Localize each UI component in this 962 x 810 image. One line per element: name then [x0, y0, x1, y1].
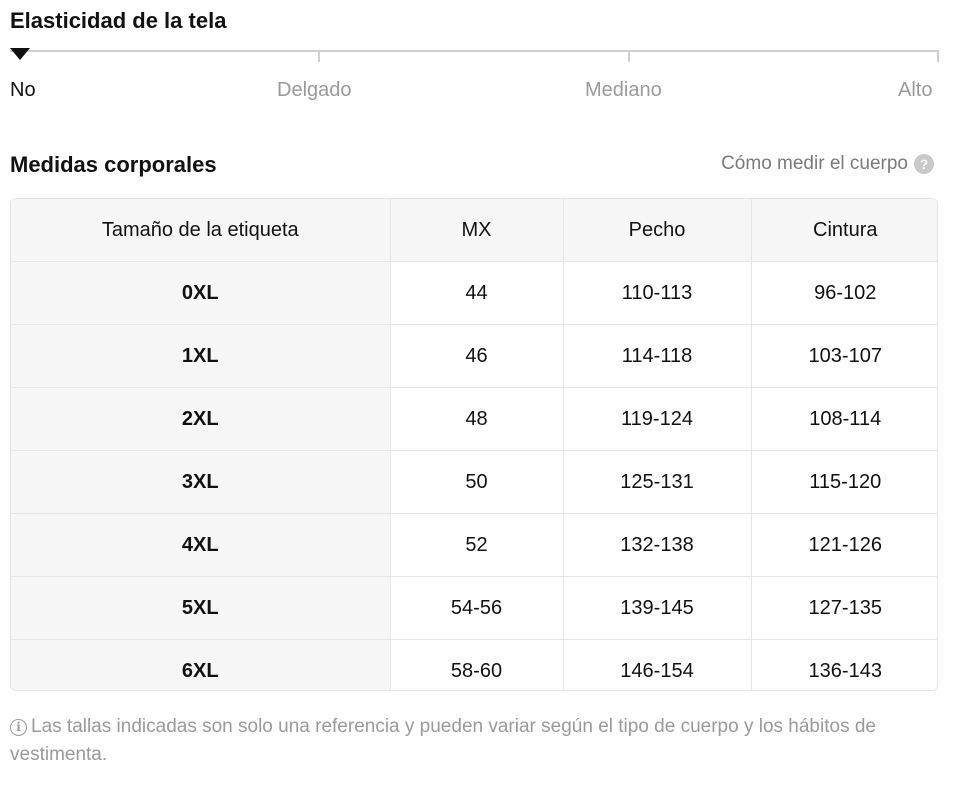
size-table-container: Tamaño de la etiqueta MX Pecho Cintura 0…	[10, 198, 938, 691]
size-label-cell: 4XL	[11, 513, 390, 577]
mx-cell: 52	[389, 513, 563, 577]
size-label-cell: 0XL	[11, 261, 390, 325]
waist-cell: 127-135	[750, 576, 937, 640]
waist-cell: 121-126	[750, 513, 937, 577]
how-to-measure-link[interactable]: Cómo medir el cuerpo ?	[721, 151, 934, 177]
mx-cell: 50	[389, 450, 563, 514]
table-header-row: Tamaño de la etiqueta MX Pecho Cintura	[11, 199, 937, 262]
info-icon: i	[10, 719, 27, 736]
mx-cell: 48	[389, 387, 563, 451]
table-row: 6XL 58-60 146-154 136-143	[11, 639, 937, 690]
mx-cell: 44	[389, 261, 563, 325]
table-row: 2XL 48 119-124 108-114	[11, 387, 937, 451]
mx-cell: 58-60	[389, 639, 563, 690]
stretch-level-alto: Alto	[898, 79, 933, 101]
stretch-scale	[10, 48, 939, 64]
stretch-title: Elasticidad de la tela	[10, 8, 227, 33]
chest-cell: 132-138	[562, 513, 751, 577]
stretch-tick-1	[318, 50, 320, 62]
chest-cell: 125-131	[562, 450, 751, 514]
waist-cell: 96-102	[750, 261, 937, 325]
table-row: 3XL 50 125-131 115-120	[11, 450, 937, 514]
stretch-level-no: No	[10, 79, 36, 101]
size-label-cell: 1XL	[11, 324, 390, 388]
stretch-tick-3	[937, 50, 939, 62]
waist-cell: 136-143	[750, 639, 937, 690]
mx-cell: 46	[389, 324, 563, 388]
column-header-label: Tamaño de la etiqueta	[11, 199, 390, 262]
stretch-tick-2	[628, 50, 630, 62]
waist-cell: 115-120	[750, 450, 937, 514]
chest-cell: 119-124	[562, 387, 751, 451]
waist-cell: 108-114	[750, 387, 937, 451]
table-row: 4XL 52 132-138 121-126	[11, 513, 937, 577]
size-label-cell: 3XL	[11, 450, 390, 514]
size-label-cell: 6XL	[11, 639, 390, 690]
waist-cell: 103-107	[750, 324, 937, 388]
size-label-cell: 2XL	[11, 387, 390, 451]
triangle-down-icon	[10, 48, 30, 60]
stretch-level-mediano: Mediano	[585, 79, 662, 101]
question-mark-icon: ?	[914, 154, 934, 174]
table-row: 0XL 44 110-113 96-102	[11, 261, 937, 325]
size-disclaimer: i Las tallas indicadas son solo una refer…	[10, 713, 930, 769]
size-label-cell: 5XL	[11, 576, 390, 640]
chest-cell: 110-113	[562, 261, 751, 325]
mx-cell: 54-56	[389, 576, 563, 640]
measurements-title: Medidas corporales	[10, 152, 217, 177]
size-table: Tamaño de la etiqueta MX Pecho Cintura 0…	[11, 199, 937, 690]
column-header-chest: Pecho	[562, 199, 751, 262]
column-header-waist: Cintura	[750, 199, 937, 262]
size-disclaimer-text: Las tallas indicadas son solo una refere…	[10, 716, 876, 765]
chest-cell: 146-154	[562, 639, 751, 690]
stretch-track-line	[10, 50, 939, 52]
stretch-level-delgado: Delgado	[277, 79, 352, 101]
chest-cell: 139-145	[562, 576, 751, 640]
how-to-measure-label: Cómo medir el cuerpo	[721, 153, 908, 174]
table-row: 5XL 54-56 139-145 127-135	[11, 576, 937, 640]
table-row: 1XL 46 114-118 103-107	[11, 324, 937, 388]
chest-cell: 114-118	[562, 324, 751, 388]
column-header-mx: MX	[389, 199, 563, 262]
